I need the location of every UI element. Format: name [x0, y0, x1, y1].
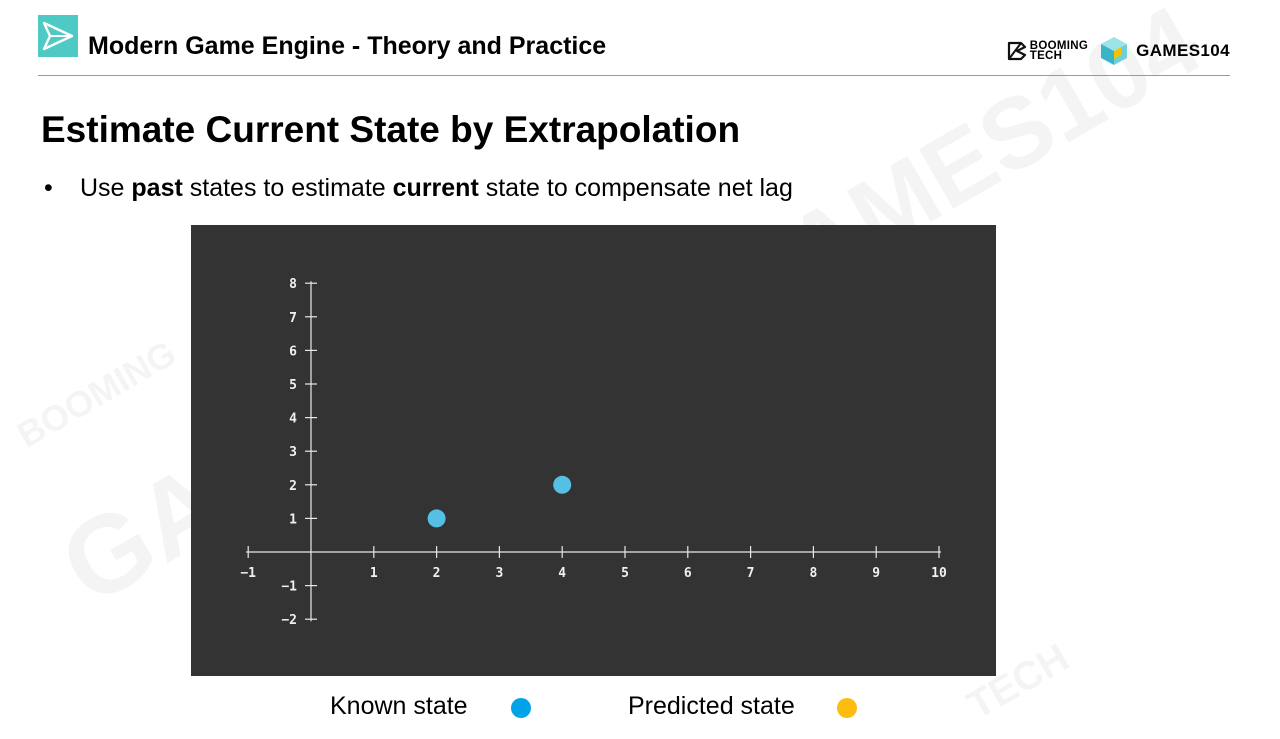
slide-header: Modern Game Engine - Theory and Practice…: [0, 0, 1280, 76]
known-state-dot: [511, 698, 531, 718]
y-tick-label: 8: [289, 277, 297, 292]
bullet-text-after: state to compensate net lag: [478, 174, 793, 202]
y-tick-label: 4: [289, 412, 297, 427]
predicted-state-dot: [837, 698, 857, 718]
legend-predicted-label: Predicted state: [628, 692, 795, 720]
y-tick-label: 5: [289, 378, 297, 393]
y-tick-label: −1: [281, 580, 297, 595]
x-tick-label: 3: [495, 566, 503, 581]
bullet-text-before: Use: [80, 174, 132, 202]
x-tick-label: 5: [621, 566, 629, 581]
extrapolation-chart: −1 1 2 3 4 5 6 7 8 9 10 8 7 6 5 4 3 2 1 −1 −2: [191, 225, 996, 676]
legend-known: Known state: [330, 688, 531, 724]
y-tick-label: 2: [289, 479, 297, 494]
bullet-text-middle: states to estimate: [182, 174, 393, 202]
x-tick-label: 1: [370, 566, 378, 581]
chart-canvas: −1 1 2 3 4 5 6 7 8 9 10 8 7 6 5 4 3 2 1 −1 −2: [240, 277, 947, 628]
x-tick-label: 2: [433, 566, 441, 581]
booming-tech-logo-icon: [1007, 41, 1026, 61]
x-tick-label: 8: [809, 566, 817, 581]
legend-predicted: Predicted state: [628, 688, 857, 724]
legend-known-label: Known state: [330, 692, 468, 720]
x-tick-label: 4: [558, 566, 566, 581]
bullet-marker: •: [44, 174, 53, 202]
paper-plane-icon: [38, 15, 78, 57]
booming-line: BOOMING: [1029, 40, 1089, 52]
x-tick-label: 9: [872, 566, 880, 581]
y-tick-label: 7: [289, 311, 297, 326]
bullet-bold-past: past: [131, 174, 183, 202]
course-title: Modern Game Engine - Theory and Practice: [88, 32, 607, 60]
y-tick-label: 1: [289, 512, 297, 527]
known-state-point: [553, 475, 572, 494]
x-tick-label: −1: [240, 566, 256, 581]
x-tick-label: 7: [747, 566, 755, 581]
y-tick-label: 3: [289, 445, 297, 460]
header-divider: [38, 75, 1230, 76]
bullet-bold-current: current: [392, 174, 479, 202]
games104-wordmark: GAMES104: [1136, 41, 1230, 60]
slide-title: Estimate Current State by Extrapolation: [41, 109, 741, 150]
x-tick-label: 10: [931, 566, 947, 581]
cube-icon: [1101, 37, 1128, 65]
tech-line: TECH: [1029, 50, 1063, 62]
y-tick-label: −2: [281, 613, 297, 628]
x-tick-label: 6: [684, 566, 692, 581]
known-state-point: [427, 509, 446, 528]
bullet-point: • Use past states to estimate current sta…: [44, 171, 793, 205]
watermark-booming: BOOMING: [10, 332, 183, 456]
y-tick-label: 6: [289, 344, 297, 359]
booming-tech-wordmark: BOOMING TECH: [1029, 40, 1089, 62]
brand-logos: BOOMING TECH GAMES104: [1006, 34, 1230, 68]
